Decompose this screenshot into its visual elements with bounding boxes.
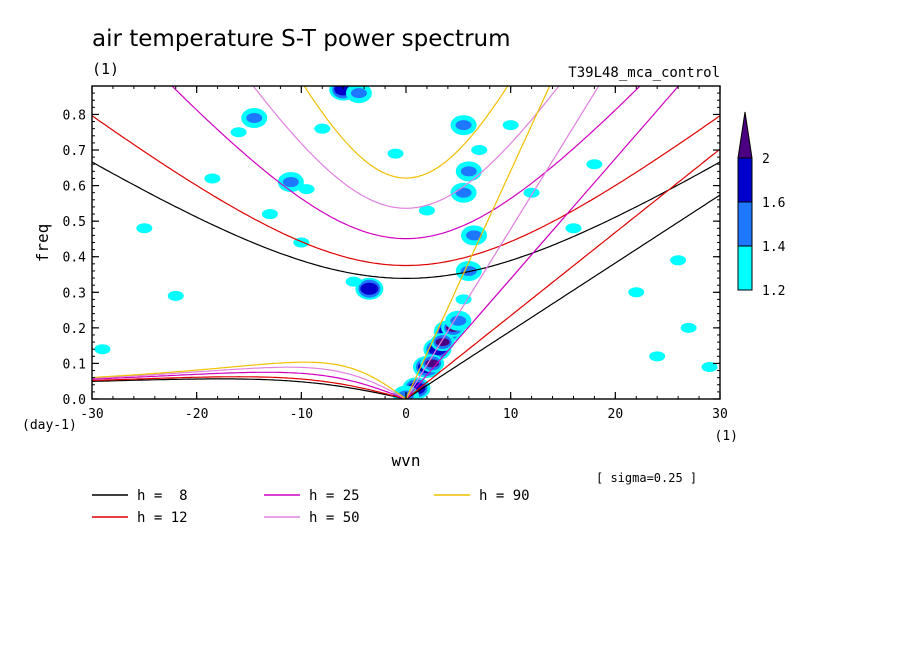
dispersion-curve-ig-h12 [92, 115, 720, 267]
dispersion-curve-er-h90 [92, 361, 407, 399]
contour-region [502, 120, 519, 131]
contour-region [670, 255, 687, 266]
dispersion-curve-er-h50 [92, 366, 407, 399]
contour-region [565, 223, 582, 234]
contour-region [94, 344, 111, 355]
x-tick-label: 20 [608, 407, 624, 422]
x-tick-label: -30 [80, 407, 103, 422]
y-units-label: (day-1) [22, 418, 77, 433]
contour-region [586, 159, 603, 170]
y-tick-label: 0.8 [63, 108, 86, 123]
colorbar-label: 1.4 [762, 240, 786, 255]
colorbar-label: 1.6 [762, 196, 785, 211]
run-name: T39L48_mca_control [568, 65, 720, 81]
contour-region [345, 276, 362, 287]
sigma-note: [ sigma=0.25 ] [596, 471, 697, 485]
dispersion-curve-kelvin-h25 [405, 86, 680, 399]
contour-region [136, 223, 153, 234]
contour-region [628, 287, 645, 298]
dispersion-curve-layer [92, 86, 720, 399]
units-label: (1) [92, 60, 119, 78]
y-tick-label: 0.6 [63, 180, 86, 195]
contour-region [282, 177, 299, 188]
y-tick-label: 0.4 [63, 251, 87, 266]
dispersion-curve-kelvin-h50 [405, 86, 600, 399]
contour-region [314, 123, 331, 134]
x-axis-title: wvn [392, 451, 421, 470]
contour-region [387, 148, 404, 159]
contour-region [471, 145, 488, 156]
contour-region [261, 209, 278, 220]
contour-region [455, 120, 472, 131]
x-tick-label: 0 [402, 407, 410, 422]
dispersion-curve-ig-h90 [303, 86, 509, 179]
colorbar-label: 2 [762, 152, 770, 167]
dispersion-curve-kelvin-h90 [405, 86, 551, 399]
contour-region [460, 166, 477, 177]
colorbar-swatch [737, 201, 753, 247]
colorbar-swatch [737, 157, 753, 203]
contour-region [680, 322, 697, 333]
plot-frame [91, 85, 721, 400]
dispersion-curve-er-h8 [92, 378, 407, 399]
contour-region [298, 184, 315, 195]
dispersion-curve-ig-h8 [92, 161, 720, 279]
y-tick-label: 0.1 [63, 357, 86, 372]
contour-region [360, 282, 379, 295]
colorbar-swatch [737, 245, 753, 291]
contour-region [455, 294, 472, 305]
colorbar: 2 1.6 1.4 1.2 [737, 111, 786, 299]
contour-region [204, 173, 221, 184]
chart-title: air temperature S-T power spectrum [92, 26, 511, 52]
x-tick-label: 30 [712, 407, 728, 422]
contour-layer [94, 86, 718, 399]
y-tick-label: 0.0 [63, 393, 86, 408]
x-axis: -30 -20 -10 0 10 20 30 [80, 86, 728, 422]
contour-region [701, 361, 718, 372]
contour-region [466, 230, 483, 241]
contour-region [649, 351, 666, 362]
dispersion-curve-kelvin-h8 [405, 194, 720, 399]
x-units-label: (1) [715, 429, 738, 444]
dispersion-curve-er-h25 [92, 371, 407, 399]
contour-region [418, 205, 435, 216]
dispersion-curve-kelvin-h12 [405, 148, 720, 399]
dispersion-curve-ig-h25 [171, 86, 641, 240]
y-tick-label: 0.2 [63, 322, 86, 337]
contour-region [523, 187, 540, 198]
y-tick-label: 0.5 [63, 215, 86, 230]
contour-region [350, 88, 367, 99]
y-axis-title: freq [33, 224, 52, 263]
x-tick-label: -20 [185, 407, 208, 422]
legend-label-h50: h = 50 [309, 510, 360, 526]
contour-region [246, 113, 263, 124]
legend-label-h90: h = 90 [479, 488, 530, 504]
y-tick-label: 0.3 [63, 286, 86, 301]
contour-region [167, 290, 184, 301]
contour-region [230, 127, 247, 138]
contour-region [450, 315, 467, 326]
y-axis: 0.0 0.1 0.2 0.3 0.4 0.5 0.6 0.7 0.8 [63, 85, 720, 408]
x-tick-label: -10 [290, 407, 313, 422]
legend: h = 8 h = 12 h = 25 h = 50 h = 90 [92, 488, 530, 526]
dispersion-curve-er-h12 [92, 376, 407, 399]
dispersion-curve-ig-h50 [252, 86, 560, 209]
legend-label-h12: h = 12 [137, 510, 188, 526]
colorbar-label: 1.2 [762, 284, 785, 299]
legend-label-h8: h = 8 [137, 488, 188, 504]
colorbar-extension [737, 111, 753, 159]
contour-region [460, 265, 477, 276]
contour-region [455, 187, 472, 198]
y-tick-label: 0.7 [63, 144, 86, 159]
legend-label-h25: h = 25 [309, 488, 360, 504]
x-tick-label: 10 [503, 407, 519, 422]
